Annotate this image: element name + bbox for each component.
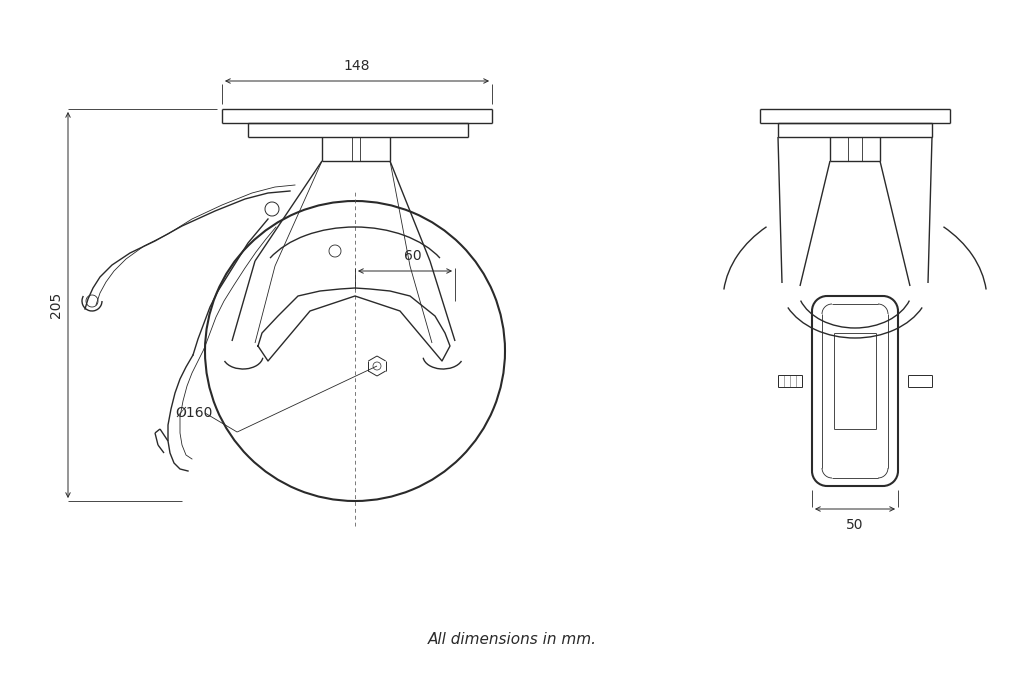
Text: Ø160: Ø160: [175, 406, 212, 420]
Text: 148: 148: [344, 59, 371, 73]
Text: 205: 205: [49, 292, 63, 318]
Text: 50: 50: [846, 518, 864, 532]
Text: All dimensions in mm.: All dimensions in mm.: [427, 631, 597, 646]
Text: 60: 60: [404, 249, 422, 263]
